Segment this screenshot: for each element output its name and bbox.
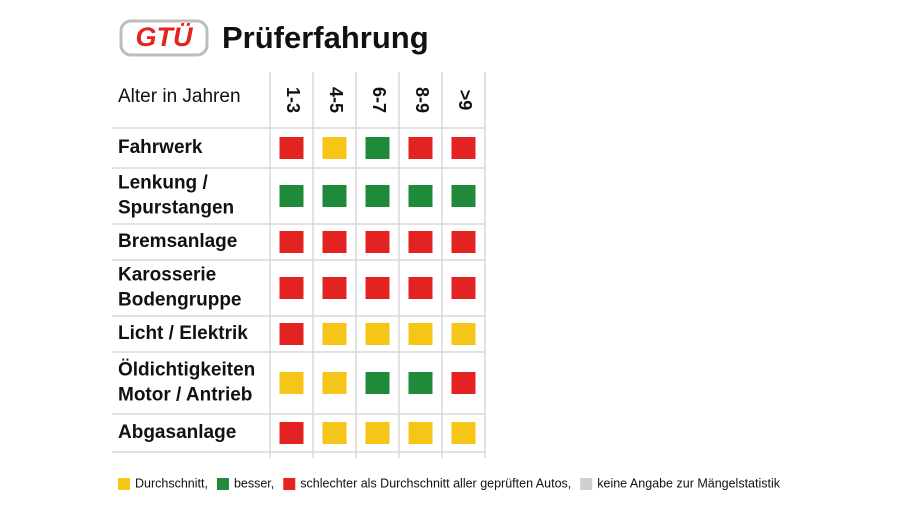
legend-key [580,478,593,490]
table-grid: 1-3 4-5 6-7 8-9 >9 [112,72,486,458]
status-square [279,185,304,207]
status-square [279,277,304,299]
row-label: Bremsanlage [118,231,237,252]
row-label: Licht / Elektrik [118,323,248,344]
status-square [322,422,347,444]
status-square [322,231,347,253]
logo: GTÜ [136,22,194,52]
status-square [322,185,347,207]
row-label: Bodengruppe [118,290,242,311]
column-header: 4-5 [326,87,346,113]
column-header: 8-9 [412,87,432,113]
corner-label: Alter in Jahren [118,86,241,107]
table-body: Fahrwerk Lenkung / Spurstangen Bremsanlage K… [118,137,476,444]
row-label: Öldichtigkeiten [118,360,255,381]
legend-label: schlechter als Durchschnitt aller geprüf… [300,476,571,490]
legend-label: Durchschnitt, [135,476,208,490]
legend-key [118,478,130,490]
status-square [408,231,433,253]
title: Prüferfahrung [222,20,429,55]
logo-frame [119,19,209,57]
status-square [408,323,433,345]
row-label: Motor / Antrieb [118,385,252,406]
status-square [322,372,347,394]
row-label: Spurstangen [118,198,234,219]
status-square [451,372,476,394]
row-label: Lenkung / [118,173,208,194]
status-square [279,231,304,253]
column-header: >9 [455,90,475,111]
status-square [365,185,390,207]
status-square [408,185,433,207]
status-square [451,137,476,159]
status-square [322,277,347,299]
column-header: 1-3 [283,87,303,113]
status-square [365,372,390,394]
row-label: Fahrwerk [118,137,203,158]
status-square [279,323,304,345]
status-square [279,137,304,159]
status-square [365,422,390,444]
status-square [451,231,476,253]
status-square [365,323,390,345]
status-square [451,422,476,444]
status-square [365,277,390,299]
status-square [451,185,476,207]
status-square [322,137,347,159]
status-square [365,231,390,253]
status-square [408,422,433,444]
legend-key [283,478,296,490]
legend-label: keine Angabe zur Mängelstatistik [597,476,780,490]
status-square [408,372,433,394]
status-square [408,277,433,299]
status-square [451,277,476,299]
legend-key [216,478,229,490]
status-square [408,137,433,159]
status-square [279,372,304,394]
row-label: Abgasanlage [118,422,236,443]
column-header: 6-7 [369,87,389,113]
status-square [365,137,390,159]
status-square [322,323,347,345]
legend-label: besser, [234,476,274,490]
status-square [279,422,304,444]
legend: Durchschnitt, besser, schlechter als Durch… [118,476,781,490]
row-label: Karosserie [118,265,216,286]
status-square [451,323,476,345]
